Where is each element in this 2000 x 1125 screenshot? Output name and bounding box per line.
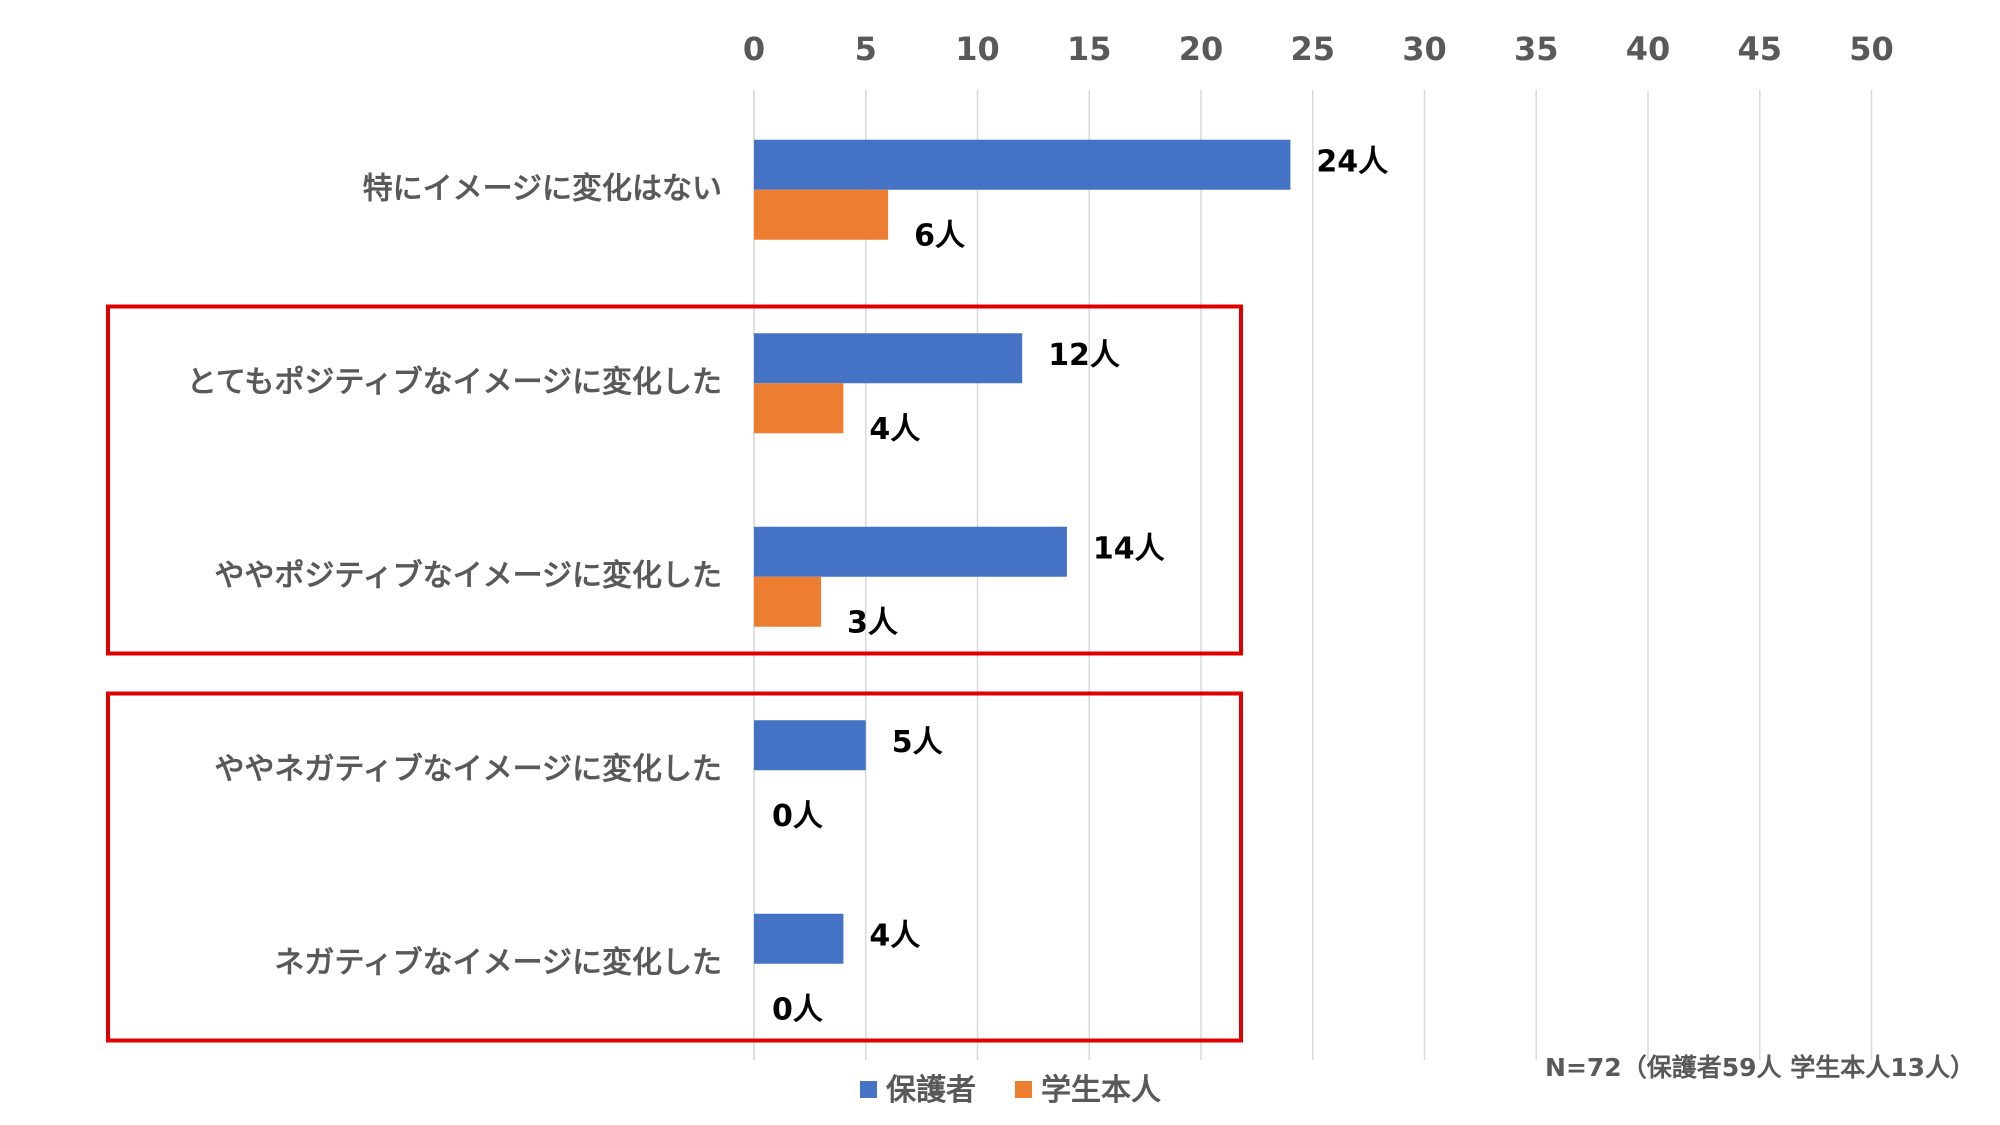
bar xyxy=(754,139,1291,190)
x-tick-label: 15 xyxy=(1067,30,1112,68)
category-labels: 特にイメージに変化はないとてもポジティブなイメージに変化したややポジティブなイメ… xyxy=(187,171,722,980)
data-label: 6人 xyxy=(914,218,965,253)
data-label: 24人 xyxy=(1316,144,1388,179)
x-tick-label: 40 xyxy=(1626,30,1671,68)
x-tick-label: 25 xyxy=(1290,30,1335,68)
bar xyxy=(754,333,1023,384)
category-label: ネガティブなイメージに変化した xyxy=(274,945,722,980)
data-label: 3人 xyxy=(847,605,898,640)
category-label: ややポジティブなイメージに変化した xyxy=(214,558,722,593)
gridlines xyxy=(753,90,1873,1060)
bar xyxy=(754,913,844,964)
data-label: 5人 xyxy=(892,725,943,760)
sample-size-note: N=72（保護者59人 学生本人13人） xyxy=(1545,1053,1975,1082)
bar xyxy=(754,526,1067,577)
x-tick-label: 45 xyxy=(1737,30,1782,68)
legend: 保護者 学生本人 xyxy=(860,1073,1161,1108)
x-tick-label: 10 xyxy=(955,30,1000,68)
x-tick-label: 0 xyxy=(743,30,765,68)
legend-label: 保護者 xyxy=(886,1073,976,1108)
bar xyxy=(754,720,866,771)
x-axis-tick-labels: 0 5 10 15 20 25 30 35 40 45 50 xyxy=(743,30,1894,68)
data-label: 4人 xyxy=(869,918,920,953)
bar xyxy=(754,383,844,434)
x-tick-label: 20 xyxy=(1179,30,1224,68)
category-label: ややネガティブなイメージに変化した xyxy=(214,752,722,787)
highlight-box xyxy=(106,691,1243,1043)
legend-swatch xyxy=(860,1081,877,1098)
highlight-box xyxy=(106,304,1243,656)
x-tick-label: 50 xyxy=(1849,30,1894,68)
bar xyxy=(754,576,822,627)
bars: 24人 6人 12人 4人 14人 3人 5人 0人 4人 0人 xyxy=(754,139,1388,1027)
highlight-boxes xyxy=(106,304,1243,1043)
x-tick-label: 5 xyxy=(855,30,877,68)
data-label: 4人 xyxy=(869,412,920,447)
bar xyxy=(754,189,889,240)
category-label: 特にイメージに変化はない xyxy=(363,171,722,206)
category-label: とてもポジティブなイメージに変化した xyxy=(187,365,722,400)
x-tick-label: 35 xyxy=(1514,30,1559,68)
data-label: 14人 xyxy=(1093,531,1165,566)
data-label: 0人 xyxy=(772,992,823,1027)
legend-swatch xyxy=(1015,1081,1032,1098)
legend-label: 学生本人 xyxy=(1041,1073,1161,1108)
data-label: 12人 xyxy=(1048,338,1120,373)
data-label: 0人 xyxy=(772,799,823,834)
x-tick-label: 30 xyxy=(1402,30,1447,68)
